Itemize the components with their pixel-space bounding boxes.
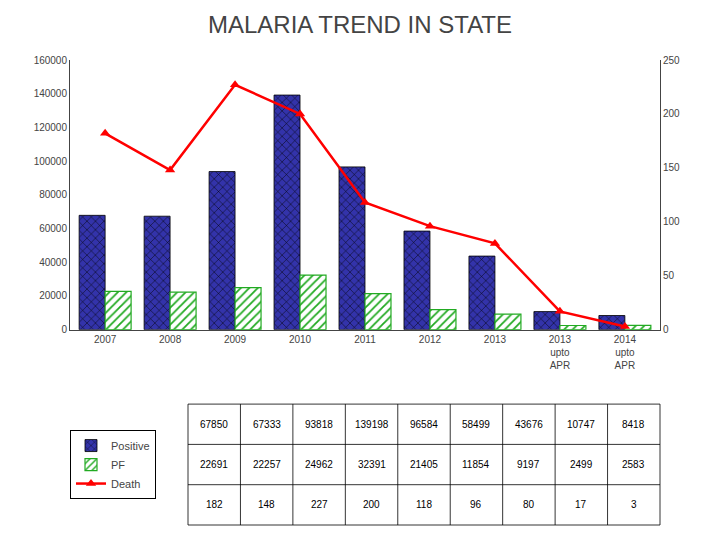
svg-text:43676: 43676: [515, 419, 543, 430]
svg-text:200: 200: [663, 108, 680, 119]
svg-text:PF: PF: [111, 459, 125, 471]
svg-text:2583: 2583: [622, 459, 645, 470]
svg-text:0: 0: [61, 324, 67, 335]
svg-text:21405: 21405: [410, 459, 438, 470]
svg-text:250: 250: [663, 55, 680, 66]
svg-text:2008: 2008: [159, 334, 182, 345]
svg-text:140000: 140000: [34, 88, 68, 99]
svg-text:50: 50: [663, 270, 675, 281]
svg-text:100: 100: [663, 216, 680, 227]
svg-text:80000: 80000: [39, 189, 67, 200]
svg-text:MALARIA TREND IN STATE: MALARIA TREND IN STATE: [208, 11, 512, 38]
svg-text:2014uptoAPR: 2014uptoAPR: [614, 334, 637, 371]
svg-text:2012: 2012: [419, 334, 442, 345]
svg-text:160000: 160000: [34, 55, 68, 66]
svg-text:2499: 2499: [570, 459, 593, 470]
svg-text:9197: 9197: [517, 459, 540, 470]
svg-text:67333: 67333: [253, 419, 281, 430]
svg-text:10747: 10747: [567, 419, 595, 430]
svg-text:182: 182: [206, 499, 223, 510]
svg-text:11854: 11854: [462, 459, 490, 470]
svg-text:17: 17: [575, 499, 587, 510]
svg-text:2009: 2009: [224, 334, 247, 345]
svg-text:139198: 139198: [355, 419, 389, 430]
svg-text:96: 96: [470, 499, 482, 510]
svg-text:2007: 2007: [94, 334, 117, 345]
svg-text:93818: 93818: [305, 419, 333, 430]
svg-text:22257: 22257: [253, 459, 281, 470]
svg-text:96584: 96584: [410, 419, 438, 430]
svg-text:227: 227: [311, 499, 328, 510]
svg-text:20000: 20000: [39, 290, 67, 301]
svg-text:22691: 22691: [200, 459, 228, 470]
svg-text:3: 3: [631, 499, 637, 510]
svg-text:24962: 24962: [305, 459, 333, 470]
svg-text:150: 150: [663, 162, 680, 173]
svg-text:2011: 2011: [354, 334, 376, 345]
svg-text:40000: 40000: [39, 257, 67, 268]
svg-text:67850: 67850: [200, 419, 228, 430]
svg-text:148: 148: [258, 499, 275, 510]
svg-text:2010: 2010: [289, 334, 312, 345]
svg-text:118: 118: [416, 499, 432, 510]
svg-text:32391: 32391: [358, 459, 386, 470]
svg-text:100000: 100000: [34, 156, 68, 167]
svg-text:58499: 58499: [462, 419, 490, 430]
svg-text:2013uptoAPR: 2013uptoAPR: [549, 334, 572, 371]
svg-text:60000: 60000: [39, 223, 67, 234]
svg-text:0: 0: [663, 324, 669, 335]
svg-text:200: 200: [363, 499, 380, 510]
svg-text:120000: 120000: [34, 122, 68, 133]
svg-text:Death: Death: [111, 478, 140, 490]
svg-text:80: 80: [523, 499, 535, 510]
svg-text:8418: 8418: [622, 419, 645, 430]
svg-text:2013: 2013: [484, 334, 507, 345]
svg-text:Positive: Positive: [111, 440, 150, 452]
